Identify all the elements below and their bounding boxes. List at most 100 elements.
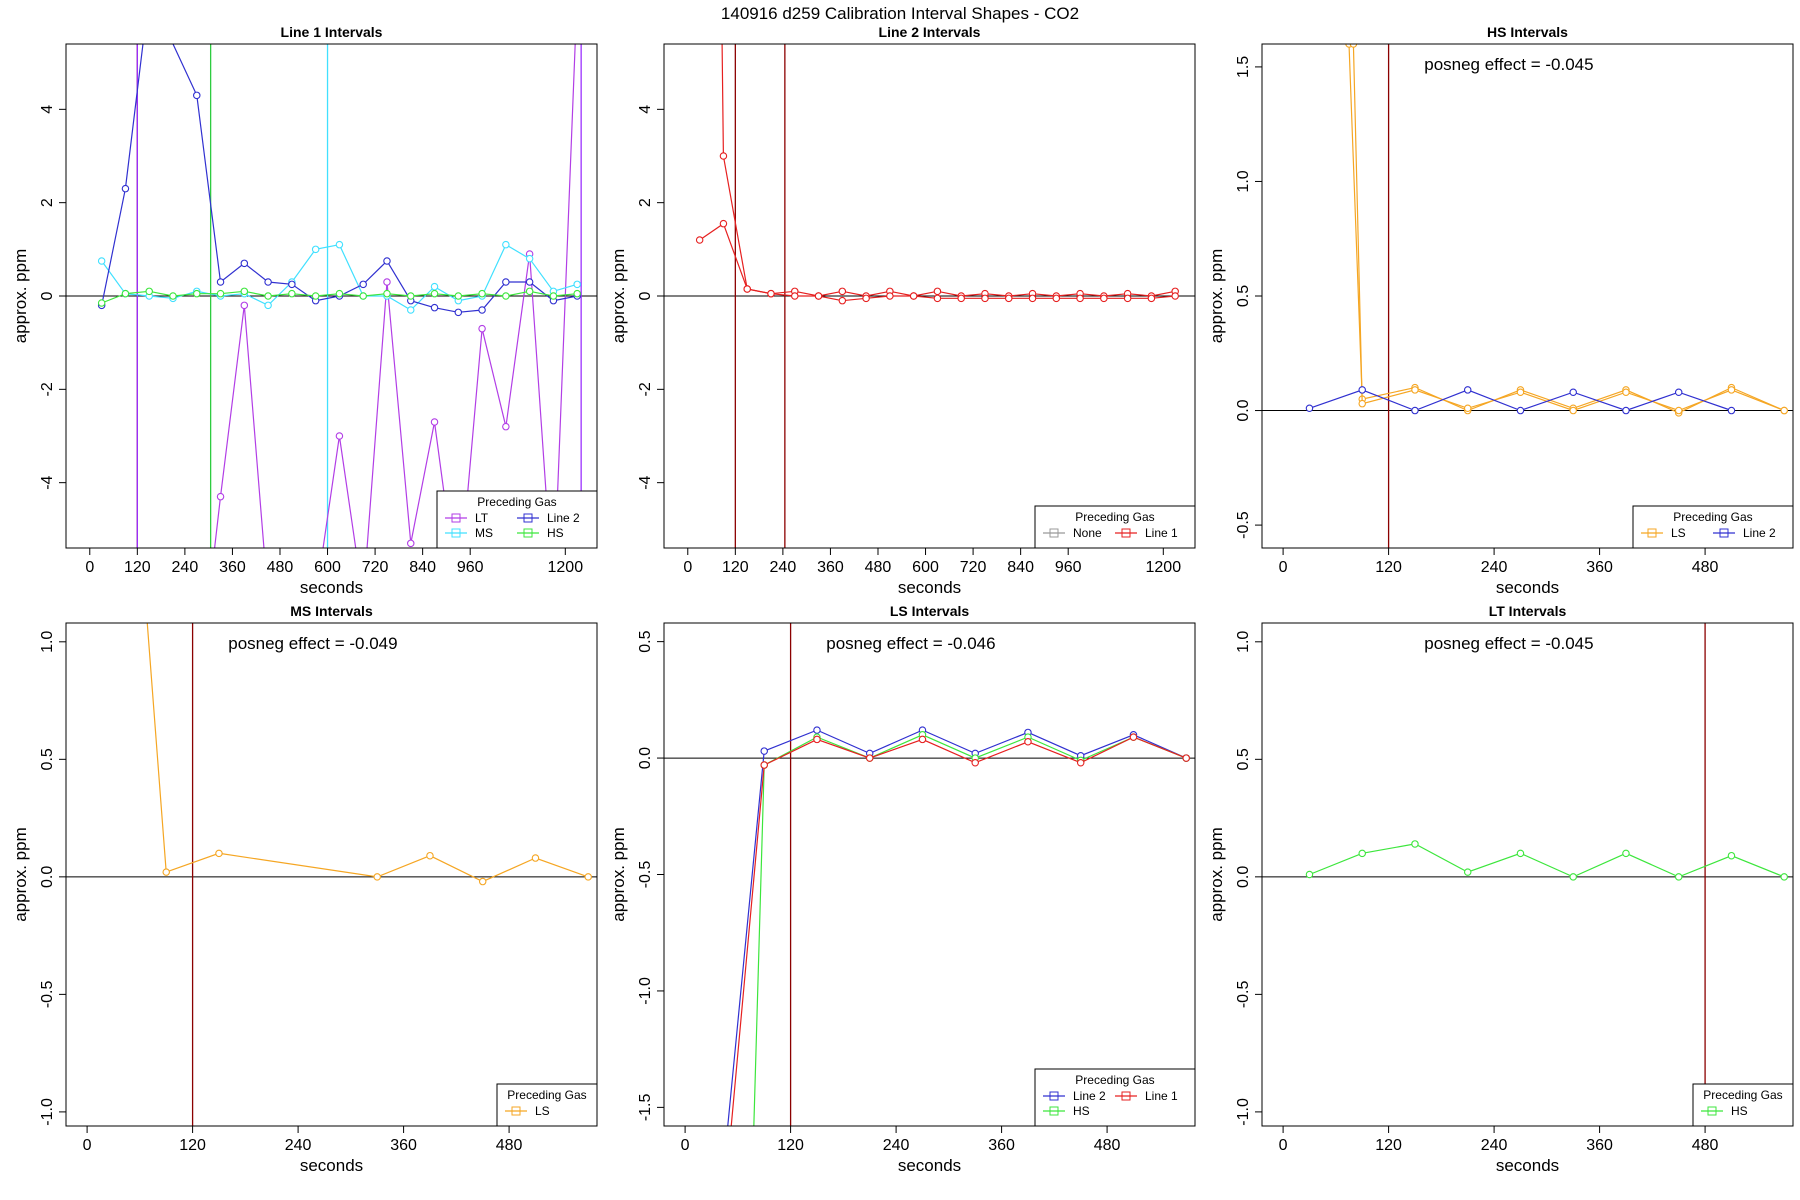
legend-swatch-marker: [1707, 1106, 1717, 1116]
data-point: [981, 294, 989, 303]
data-point: [1674, 406, 1683, 415]
data-point: [162, 868, 170, 876]
data-point: [1076, 294, 1084, 303]
x-tick-label: 600: [314, 559, 341, 576]
data-point: [1411, 406, 1419, 415]
data-point: [525, 287, 534, 296]
x-tick-label: 0: [683, 559, 692, 576]
posneg-annotation: posneg effect = -0.046: [826, 634, 995, 653]
data-point: [1516, 388, 1525, 396]
data-point: [205, 596, 211, 602]
x-tick-label: 720: [960, 559, 987, 576]
x-axis-label: seconds: [1496, 1156, 1559, 1175]
legend-swatch-marker: [1719, 528, 1729, 538]
chart-panel-5: LS Intervals 0 120 240 360 480 -1.5 -1.0 -0.5 0.0…: [609, 603, 1196, 1175]
y-tick-label: -1.0: [39, 1098, 56, 1126]
data-point: [1028, 294, 1037, 303]
data-point: [121, 184, 130, 193]
y-tick-label: 0.0: [637, 747, 654, 769]
posneg-annotation: posneg effect = -0.045: [1424, 55, 1593, 74]
data-point: [760, 761, 768, 769]
y-tick-label: -0.5: [637, 861, 654, 889]
legend-title: Preceding Gas: [477, 495, 556, 509]
y-tick-label: 0.0: [1235, 399, 1252, 421]
chart-panel-4: MS Intervals 0 120 240 360 480 -1.0 -0.5 0.0 0.5 1…: [11, 603, 598, 1175]
data-point: [455, 596, 461, 602]
plot-frame: [1261, 43, 1794, 549]
data-point: [288, 289, 296, 298]
chart-panel-3: HS Intervals 0 120 240 360 480 -0.5 0.0 0.5 1.0 1.…: [1207, 24, 1794, 597]
panel-title: Line 2 Intervals: [879, 24, 981, 40]
y-tick-label: -4: [637, 475, 654, 489]
data-point: [1463, 868, 1472, 876]
data-point: [502, 240, 510, 249]
data-point: [549, 292, 558, 300]
data-point: [957, 294, 965, 303]
data-point: [335, 432, 344, 440]
data-point: [814, 292, 823, 300]
data-point: [1463, 386, 1472, 394]
data-point: [971, 758, 979, 767]
y-axis-label: approx. ppm: [609, 827, 628, 922]
plot-frame: [663, 622, 1196, 1127]
data-point: [573, 289, 581, 298]
y-tick-label: -0.5: [1235, 980, 1252, 1008]
panel-title: Line 1 Intervals: [281, 24, 383, 40]
data-point: [760, 747, 768, 755]
data-point: [750, 1127, 756, 1133]
y-tick-label: -0.5: [39, 980, 56, 1008]
x-tick-label: 480: [496, 1137, 523, 1154]
data-point: [1780, 406, 1788, 415]
series-line: [727, 729, 1187, 1126]
x-tick-label: 840: [1007, 559, 1034, 576]
y-tick-label: 1.0: [39, 631, 56, 653]
x-tick-label: 120: [1375, 559, 1402, 576]
x-tick-label: 240: [770, 559, 797, 576]
x-tick-label: 120: [179, 1137, 206, 1154]
x-tick-label: 840: [409, 559, 436, 576]
y-tick-label: 1.0: [1235, 631, 1252, 653]
data-point: [360, 596, 366, 602]
data-point: [264, 301, 272, 310]
x-tick-label: 120: [1375, 1137, 1402, 1154]
data-point: [215, 849, 223, 858]
legend-label: None: [1073, 526, 1102, 540]
legend-box: [436, 490, 598, 549]
data-point: [838, 287, 847, 296]
data-point: [478, 324, 486, 333]
data-point: [1569, 406, 1577, 415]
x-tick-label: 1200: [1146, 559, 1182, 576]
y-tick-label: -2: [39, 382, 56, 396]
series-line: [101, 44, 578, 313]
data-point: [1100, 294, 1108, 303]
data-point: [531, 854, 540, 862]
legend-box: [1034, 1068, 1196, 1127]
data-point: [1569, 388, 1577, 396]
series-line: [146, 623, 589, 883]
legend-title: Preceding Gas: [1075, 1073, 1154, 1087]
data-point: [1674, 388, 1683, 396]
legend-box: [496, 1083, 598, 1127]
legend-label: LS: [1671, 526, 1686, 540]
data-point: [909, 292, 918, 300]
data-point: [1358, 386, 1366, 394]
data-point: [1024, 738, 1032, 746]
legend-swatch-marker: [451, 528, 461, 538]
x-axis-label: seconds: [898, 578, 961, 597]
legend-swatch-marker: [523, 513, 533, 523]
plot-frame: [1261, 622, 1794, 1127]
data-point: [838, 296, 847, 305]
data-point: [724, 1127, 730, 1133]
x-tick-label: 720: [362, 559, 389, 576]
data-point: [311, 292, 320, 300]
legend-swatch-marker: [1121, 1091, 1131, 1101]
data-point: [695, 236, 704, 244]
panel-title: LT Intervals: [1489, 603, 1567, 619]
x-tick-label: 240: [285, 1137, 312, 1154]
series-line: [753, 734, 1187, 1126]
data-point: [430, 289, 439, 298]
y-axis-label: approx. ppm: [1207, 249, 1226, 344]
legend: Preceding Gas None Line 1: [1034, 505, 1196, 549]
data-point: [1182, 754, 1190, 762]
